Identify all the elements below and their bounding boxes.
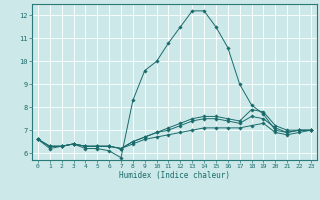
X-axis label: Humidex (Indice chaleur): Humidex (Indice chaleur) (119, 171, 230, 180)
